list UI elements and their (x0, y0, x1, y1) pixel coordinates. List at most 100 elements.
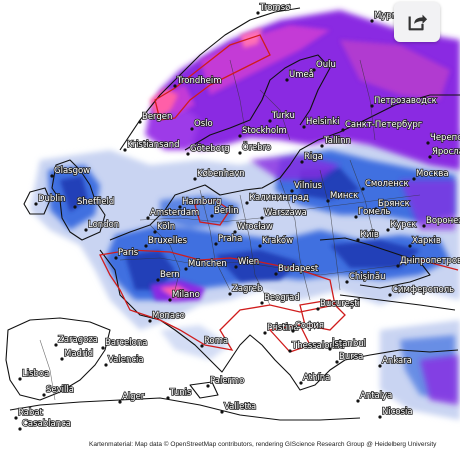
city-dot (214, 242, 218, 246)
city-label: Paris (118, 248, 139, 258)
city-label: Kraków (262, 235, 293, 246)
city-marker: Glasgow (50, 165, 91, 178)
city-label: Калининград (249, 193, 309, 203)
city-marker: Sheffield (73, 196, 115, 209)
city-label: Rabat (18, 408, 44, 418)
city-label: Курск (390, 220, 416, 230)
city-dot (228, 292, 232, 296)
city-label: Monaco (152, 311, 185, 321)
city-dot (118, 400, 122, 404)
city-marker: Wrocław (233, 221, 274, 234)
city-dot (299, 381, 303, 385)
city-marker: Alger (118, 391, 146, 404)
city-marker: Tunis (166, 387, 193, 400)
city-label: Москва (416, 169, 449, 179)
city-label: Chişinău (349, 272, 385, 282)
city-label: Bergen (142, 112, 172, 122)
city-label: Ankara (382, 356, 412, 366)
city-dot (260, 216, 264, 220)
city-marker: Göteborg (186, 143, 230, 156)
city-label: Trondheim (176, 76, 222, 86)
city-label: Симферополь (392, 285, 454, 295)
city-dot (42, 393, 46, 397)
city-marker: Ankara (378, 355, 413, 368)
city-dot (190, 127, 194, 131)
city-marker: København (193, 168, 246, 181)
city-dot (378, 415, 382, 419)
city-dot (84, 228, 88, 232)
city-dot (34, 202, 38, 206)
city-marker: Курск (386, 219, 417, 232)
city-label: Roma (204, 336, 228, 346)
city-dot (123, 148, 127, 152)
city-marker: Київ (356, 229, 380, 242)
city-dot (291, 329, 295, 333)
city-label: Göteborg (190, 144, 230, 154)
city-marker: Milano (168, 289, 201, 302)
city-label: Beograd (264, 293, 300, 303)
city-dot (238, 134, 242, 138)
city-dot (260, 301, 264, 305)
city-marker: Калининград (245, 192, 310, 205)
city-label: București (320, 299, 360, 309)
city-label: Stockholm (242, 126, 287, 136)
city-label: Köln (157, 222, 175, 232)
city-marker: Helsinki (302, 116, 340, 129)
city-label: Warszawa (264, 208, 307, 218)
snow-magenta-layer (160, 25, 450, 115)
city-dot (54, 343, 58, 347)
city-label: München (188, 259, 227, 269)
city-dot (408, 244, 412, 248)
city-dot (388, 293, 392, 297)
city-dot (193, 177, 197, 181)
city-marker: Дніпропетровськ (396, 255, 460, 268)
city-label: Örebro (242, 142, 271, 153)
city-marker: Roma (200, 335, 229, 348)
city-label: Дніпропетровськ (400, 256, 460, 266)
city-dot (345, 280, 349, 284)
city-dot (206, 384, 210, 388)
city-dot (320, 144, 324, 148)
city-dot (370, 19, 374, 23)
city-dot (148, 319, 152, 323)
city-dot (153, 230, 157, 234)
city-label: Casablanca (22, 419, 71, 429)
city-marker: München (184, 258, 228, 271)
city-label: Vilnius (294, 181, 322, 191)
city-label: İstanbul (332, 338, 366, 349)
city-dot (312, 68, 316, 72)
city-marker: Barcelona (101, 337, 148, 350)
city-marker: Athína (299, 372, 331, 385)
city-label: Wrocław (237, 222, 273, 232)
city-label: Hamburg (182, 197, 221, 207)
city-marker: Umeå (285, 68, 315, 82)
city-label: Oslo (194, 119, 213, 129)
city-label: Barcelona (105, 338, 147, 348)
city-marker: Ярославль (428, 146, 460, 159)
city-label: Milano (172, 290, 200, 300)
city-label: Минск (330, 191, 358, 201)
city-label: København (197, 169, 245, 179)
city-dot (316, 307, 320, 311)
city-marker: Amsterdam (146, 207, 200, 220)
city-label: Dublin (38, 194, 65, 204)
city-marker: Tromsø (256, 2, 291, 15)
city-label: Valencia (108, 355, 144, 365)
city-marker: Monaco (148, 310, 186, 323)
city-marker: Antalya (356, 390, 393, 403)
city-marker: Rabat (14, 407, 44, 420)
city-label: Amsterdam (150, 208, 199, 218)
city-marker: Wien (234, 256, 260, 269)
city-label: Thessaloniki (291, 341, 344, 351)
warning-area-balkans (299, 299, 346, 331)
city-marker: Valletta (220, 401, 257, 414)
city-label: Pristina (267, 323, 299, 333)
city-label: Alger (122, 392, 145, 402)
warning-area-berlin (194, 199, 231, 226)
city-marker: Tallinn (320, 135, 352, 148)
city-marker: Madrid (60, 348, 94, 361)
share-button[interactable] (394, 2, 440, 42)
city-label: London (88, 220, 119, 230)
city-marker: София (291, 320, 325, 333)
